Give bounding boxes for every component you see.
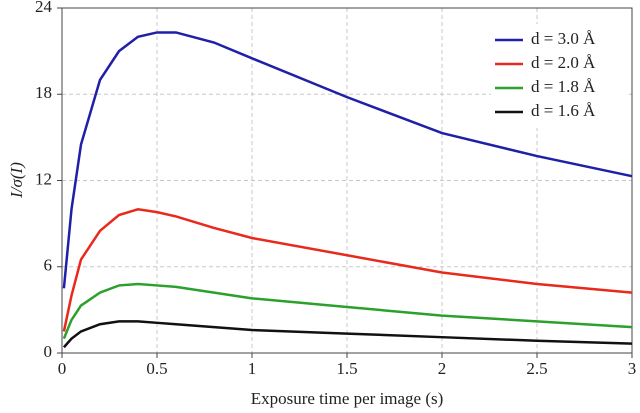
y-tick-label: 18 [35,83,52,102]
line [62,320,633,349]
plot-frame [61,7,633,354]
legend-box [491,24,626,128]
x-axis-label: Exposure time per image (s) [251,389,444,408]
x-tick-label: 2.5 [526,359,547,378]
y-tick-label: 12 [35,169,52,188]
legend-label: d = 2.0 Å [531,53,596,72]
legend-label: d = 1.6 Å [531,101,596,120]
line [62,282,633,340]
y-tick-label: 24 [35,0,53,16]
x-tick-label: 1 [248,359,257,378]
y-tick-label: 6 [44,256,53,275]
x-tick-label: 2 [438,359,447,378]
y-tick-label: 0 [44,342,53,361]
x-tick-label: 0 [58,359,67,378]
x-tick-label: 0.5 [146,359,167,378]
line [62,207,633,332]
legend-label: d = 1.8 Å [531,77,596,96]
line [62,31,633,289]
y-axis-label: I/σ(I) [7,162,26,199]
legend-label: d = 3.0 Å [531,29,596,48]
x-tick-label: 3 [628,359,637,378]
x-tick-label: 1.5 [336,359,357,378]
